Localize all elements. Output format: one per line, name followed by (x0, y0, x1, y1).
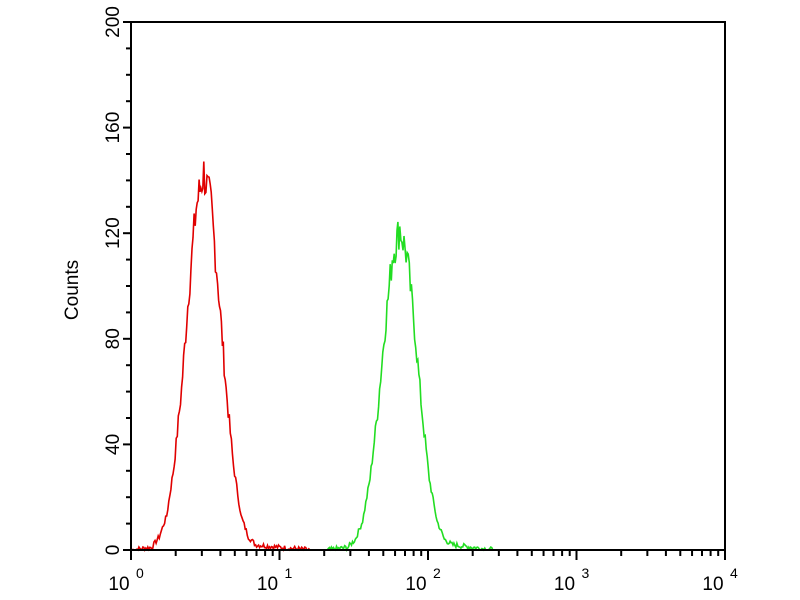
x-tick-exponent: 4 (730, 565, 738, 581)
x-tick-label: 10 2 (405, 565, 441, 595)
x-tick-base: 10 (405, 574, 426, 595)
x-tick-exponent: 3 (582, 565, 590, 581)
y-tick-label: 160 (103, 112, 124, 144)
series-line-1 (326, 221, 494, 552)
series-1 (326, 221, 494, 552)
x-tick-label: 10 4 (702, 565, 738, 595)
x-tick-exponent: 0 (136, 565, 144, 581)
series-0 (130, 161, 324, 552)
x-tick-exponent: 1 (285, 565, 293, 581)
y-tick-label: 200 (103, 6, 124, 38)
y-tick-label: 120 (103, 217, 124, 249)
x-tick-label: 10 1 (257, 565, 293, 595)
x-tick-exponent: 2 (433, 565, 441, 581)
y-tick-label: 40 (103, 434, 124, 455)
y-tick-label: 0 (103, 545, 124, 556)
y-tick-label: 80 (103, 328, 124, 349)
x-tick-base: 10 (554, 574, 575, 595)
x-tick-label: 10 3 (554, 565, 590, 595)
x-tick-base: 10 (702, 574, 723, 595)
y-axis-label: Counts (62, 260, 83, 320)
x-tick-base: 10 (257, 574, 278, 595)
x-tick-base: 10 (108, 574, 129, 595)
x-tick-label: 10 0 (108, 565, 144, 595)
series-line-0 (130, 161, 324, 552)
